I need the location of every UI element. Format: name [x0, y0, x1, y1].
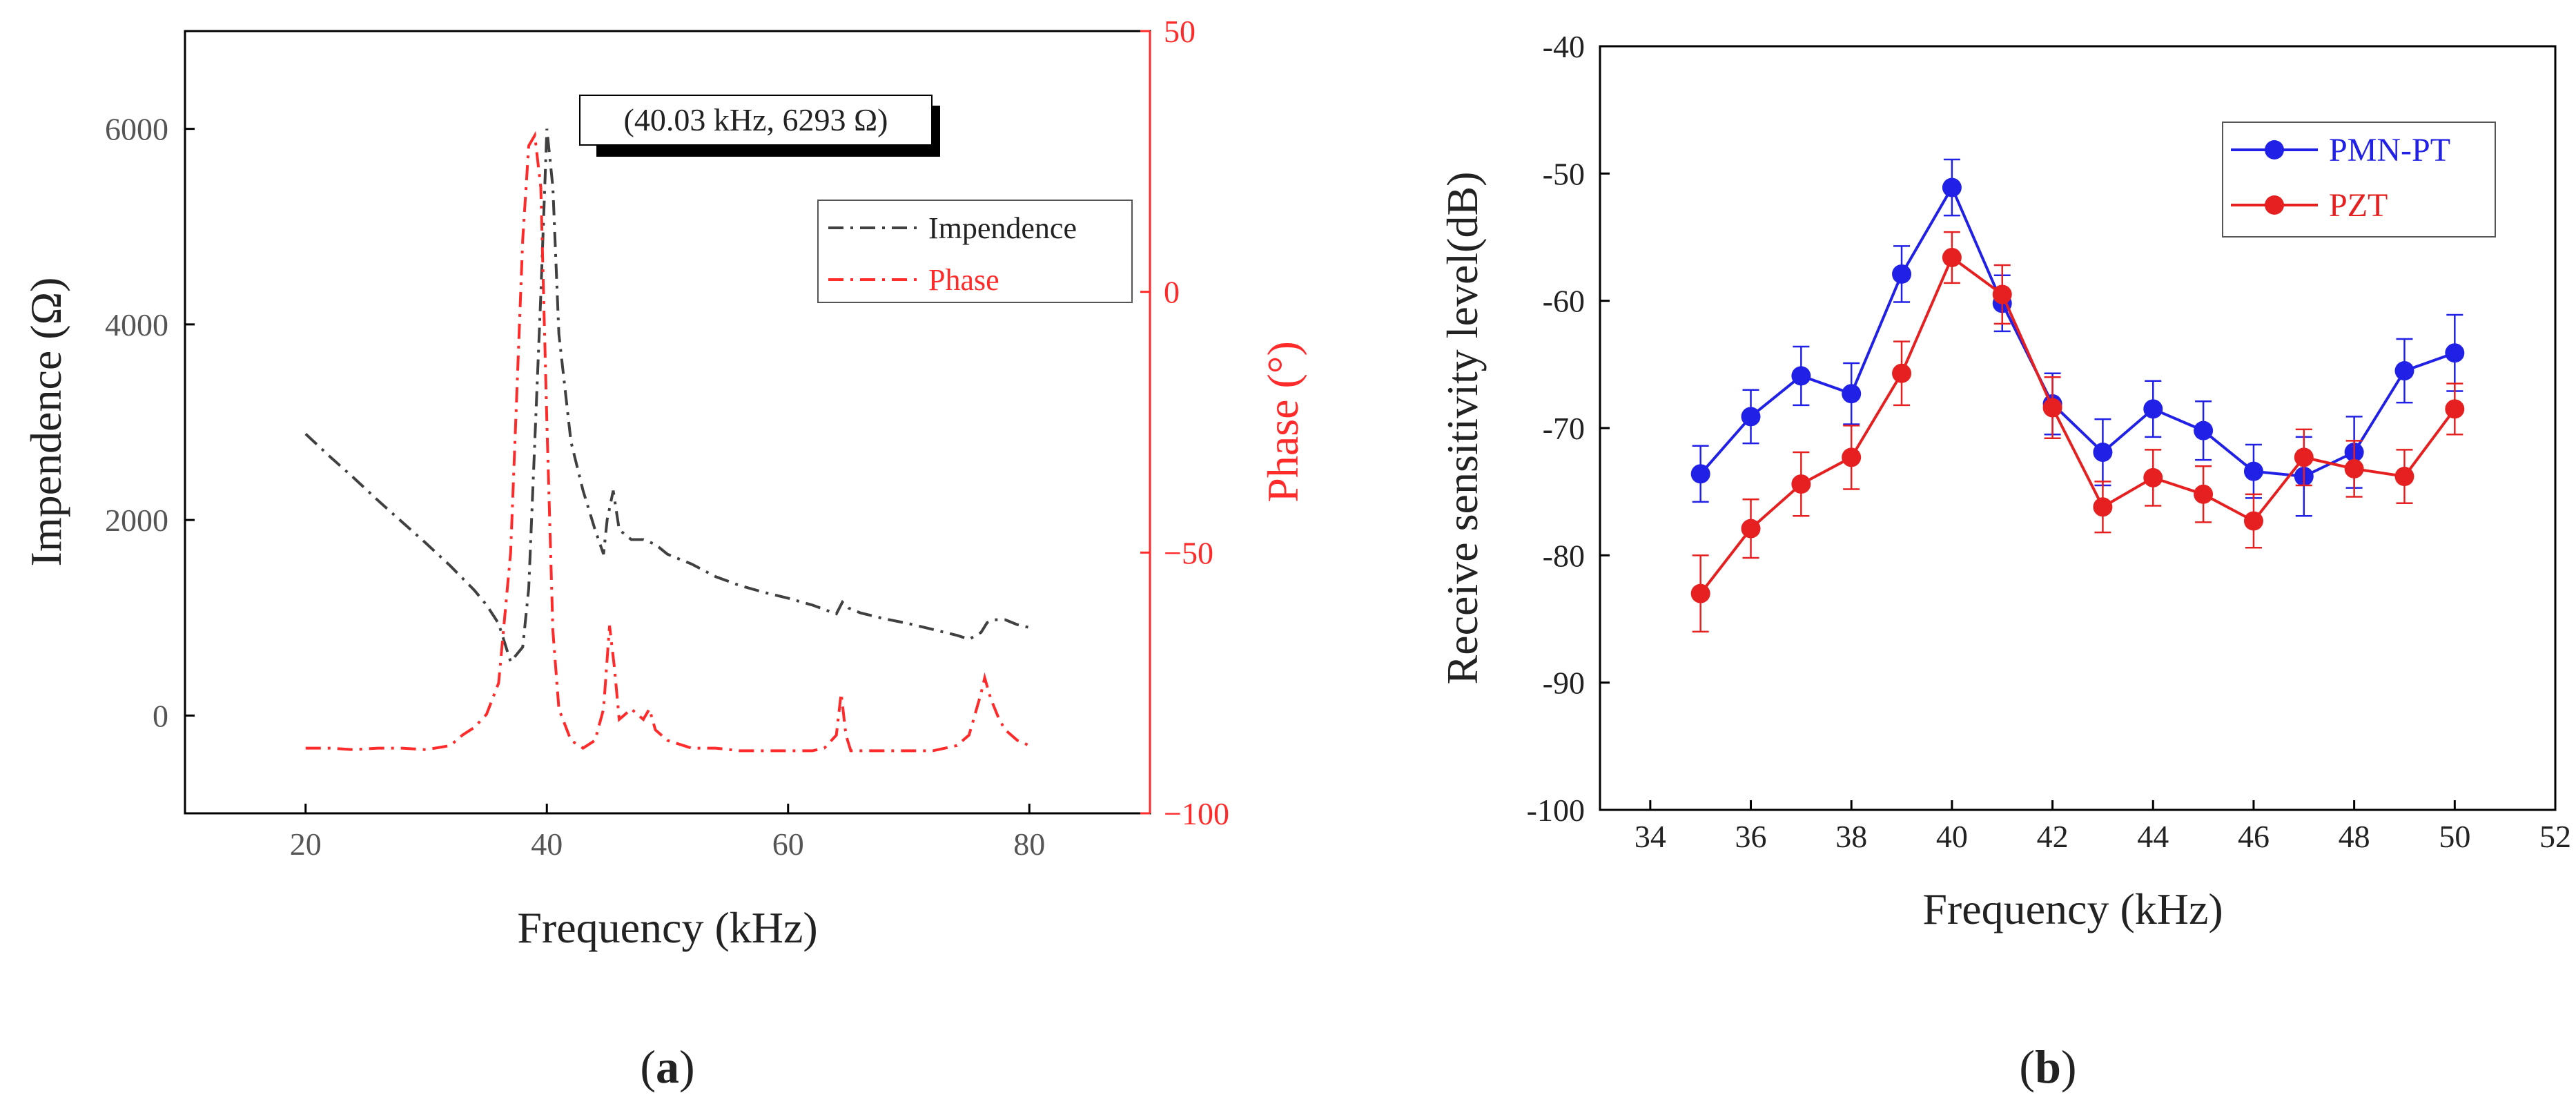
pmnpt-data-point — [1842, 384, 1862, 404]
panel-a-chart: 20 40 60 80 0 2000 4000 6000 −100 −50 0 50 Freque… — [21, 14, 1307, 1093]
panel-a-caption-letter: a — [656, 1040, 679, 1093]
panel-a-x-tick-label: 80 — [1013, 826, 1045, 862]
pmnpt-data-point — [2143, 399, 2163, 419]
panel-a-left-y-tick-label: 6000 — [105, 112, 168, 147]
pzt-data-point — [2243, 511, 2263, 531]
pzt-series — [1690, 231, 2465, 633]
panel-a-left-axis-title: Impendence (Ω) — [21, 278, 70, 567]
legend-impedance-label: Impendence — [928, 211, 1077, 245]
pmnpt-data-point — [1892, 264, 1912, 284]
pzt-data-point — [1791, 474, 1811, 494]
pzt-data-point — [2294, 447, 2314, 467]
panel-b-y-tick-label: -90 — [1543, 666, 1585, 701]
panel-b-caption: (b) — [2019, 1040, 2076, 1093]
pzt-data-point — [2042, 398, 2062, 418]
pmnpt-data-point — [2394, 361, 2414, 381]
panel-b-x-tick-label: 48 — [2339, 819, 2370, 854]
panel-a-right-axis-title: Phase (°) — [1258, 341, 1307, 503]
legend-pmnpt-label: PMN-PT — [2329, 132, 2450, 168]
pzt-data-point — [2344, 458, 2364, 478]
pzt-data-point — [2445, 399, 2465, 419]
pmnpt-data-point — [1741, 407, 1761, 427]
panel-a-x-tick-label: 40 — [531, 826, 563, 862]
panel-a-right-y-tick-label: −100 — [1164, 796, 1229, 831]
pmnpt-data-point — [1942, 177, 1962, 197]
panel-a-peak-annotation: (40.03 kHz, 6293 Ω) — [579, 95, 940, 157]
panel-b-x-tick-label: 46 — [2238, 819, 2270, 854]
pzt-data-point — [2093, 497, 2113, 517]
pmnpt-data-point — [2194, 420, 2214, 440]
panel-a-left-y-tick-label: 2000 — [105, 503, 168, 538]
panel-b-x-tick-label: 40 — [1936, 819, 1968, 854]
panel-b-x-tick-label: 42 — [2037, 819, 2069, 854]
pmnpt-data-point — [2093, 443, 2113, 463]
legend-pzt-swatch-marker — [2265, 195, 2284, 215]
panel-b-chart: 34 36 38 40 42 44 46 48 50 52 -100 -90 -80 -70 -60 -50… — [1438, 29, 2571, 1093]
panel-b-x-tick-label: 38 — [1835, 819, 1867, 854]
panel-b-y-tick-label: -70 — [1543, 411, 1585, 446]
panel-b-x-tick-label: 34 — [1635, 819, 1666, 854]
pzt-data-point — [1892, 363, 1912, 383]
pmnpt-data-point — [2243, 461, 2263, 481]
pzt-line — [1699, 255, 2456, 594]
panel-a-left-y-tick-label: 0 — [153, 698, 168, 733]
legend-phase-label: Phase — [928, 263, 999, 297]
panel-b-x-tick-label: 44 — [2137, 819, 2169, 854]
annotation-text: (40.03 kHz, 6293 Ω) — [624, 102, 888, 137]
panel-b-y-tick-label: -50 — [1543, 156, 1585, 191]
pzt-data-point — [1842, 447, 1862, 467]
panel-b-legend: PMN-PT PZT — [2222, 122, 2496, 238]
legend-pmnpt-swatch-marker — [2265, 140, 2284, 159]
panel-b-x-axis-title: Frequency (kHz) — [1922, 884, 2223, 933]
pzt-data-point — [1942, 247, 1962, 267]
panel-a-x-tick-label: 20 — [290, 826, 322, 862]
panel-b-y-tick-label: -60 — [1543, 284, 1585, 319]
phase-series-line — [305, 130, 1031, 753]
panel-a-legend-box — [817, 200, 1133, 303]
annotation-box — [579, 95, 933, 146]
panel-a-legend: Impendence Phase — [817, 200, 1133, 303]
panel-a-right-y-tick-label: 50 — [1164, 14, 1196, 49]
panel-a-caption: (a) — [640, 1040, 694, 1093]
panel-b-y-tick-label: -80 — [1543, 538, 1585, 573]
panel-a-right-y-tick-label: −50 — [1164, 535, 1213, 570]
panel-a-x-tick-label: 60 — [772, 826, 804, 862]
pzt-data-point — [1992, 284, 2012, 304]
pmnpt-data-point — [1690, 464, 1710, 484]
panel-a-x-axis-title: Frequency (kHz) — [517, 903, 817, 952]
panel-a-right-y-tick-label: 0 — [1164, 275, 1180, 310]
panel-b-x-tick-label: 50 — [2439, 819, 2470, 854]
panel-b-legend-box — [2222, 122, 2496, 238]
panel-b-x-tick-label: 36 — [1735, 819, 1767, 854]
pmnpt-data-point — [1791, 366, 1811, 386]
pzt-data-point — [2194, 484, 2214, 504]
pzt-data-point — [1741, 519, 1761, 539]
pmnpt-data-point — [2445, 343, 2465, 363]
impedance-series-line — [304, 128, 1030, 665]
pzt-data-point — [1690, 583, 1710, 603]
pzt-data-point — [2394, 467, 2414, 487]
panel-b-y-tick-label: -100 — [1527, 793, 1585, 828]
pzt-data-point — [2143, 467, 2163, 487]
panel-a-left-y-tick-label: 4000 — [105, 307, 168, 342]
legend-pzt-label: PZT — [2329, 187, 2388, 224]
panel-b-y-axis-title: Receive sensitivity level(dB) — [1438, 172, 1487, 685]
panel-b-x-tick-label: 52 — [2539, 819, 2571, 854]
panel-b-y-tick-label: -40 — [1543, 29, 1585, 64]
panel-b-caption-letter: b — [2035, 1040, 2061, 1093]
